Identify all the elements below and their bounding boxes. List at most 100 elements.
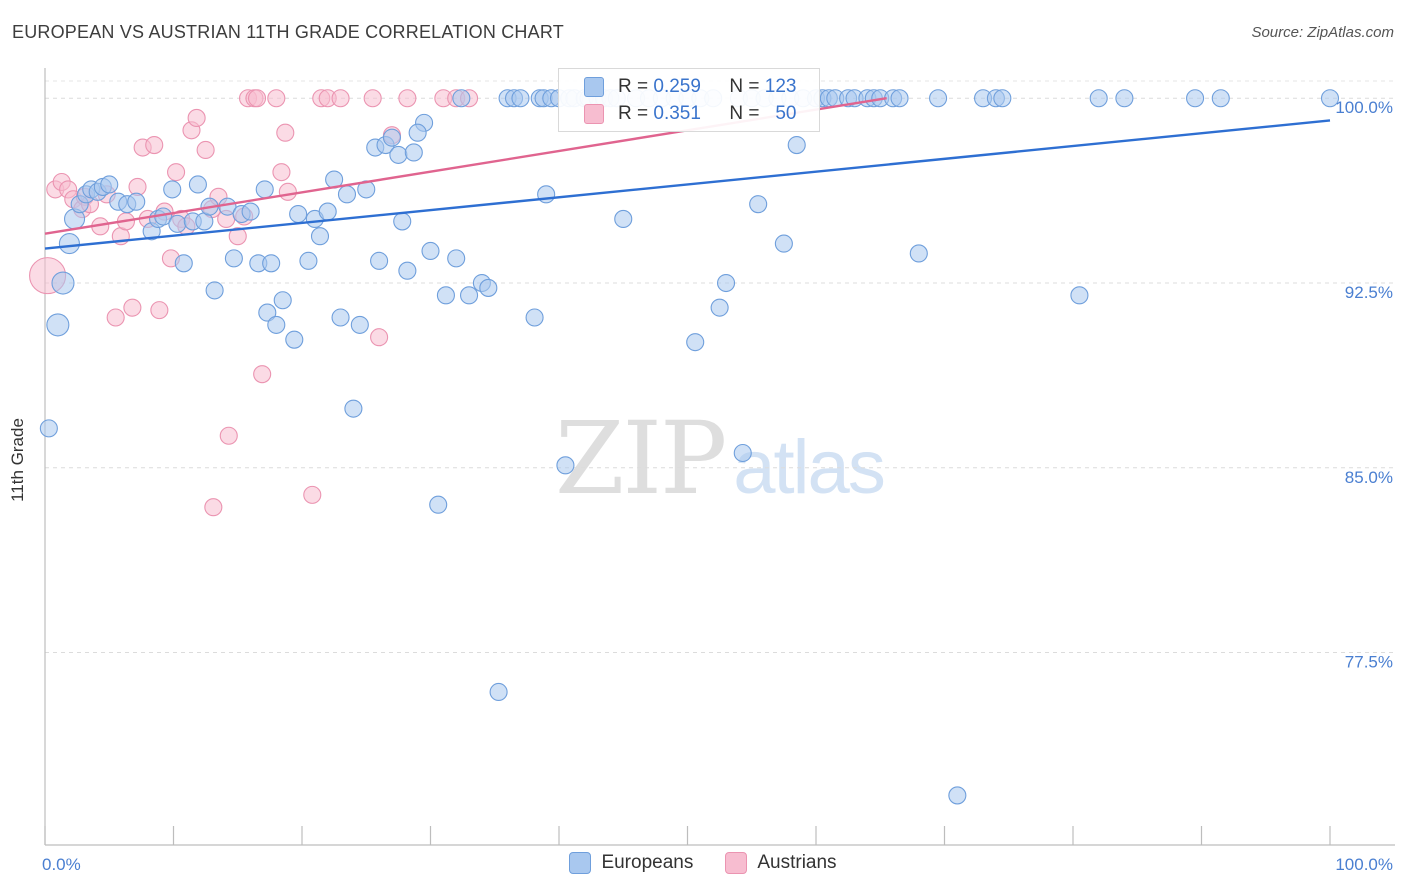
european-point bbox=[614, 209, 633, 229]
austrian-point bbox=[276, 123, 295, 142]
european-point bbox=[1089, 89, 1108, 108]
y-tick-label: 92.5% bbox=[1345, 283, 1393, 302]
r-key: R = bbox=[618, 76, 649, 97]
european-point bbox=[168, 214, 187, 233]
legend-item-europeans[interactable]: Europeans bbox=[569, 852, 693, 874]
european-point bbox=[318, 202, 337, 221]
europeans-swatch bbox=[584, 77, 604, 97]
european-point bbox=[429, 495, 448, 514]
european-point bbox=[262, 254, 281, 273]
european-point bbox=[436, 286, 455, 305]
european-point bbox=[241, 202, 260, 221]
european-point bbox=[255, 180, 274, 199]
tick-labels: 100.0% 92.5% 85.0% 77.5% 0.0% 100.0% bbox=[42, 98, 1393, 874]
austrian-point bbox=[150, 301, 169, 320]
austrian-point bbox=[331, 89, 350, 108]
european-point bbox=[1070, 286, 1089, 305]
chart-source: Source: ZipAtlas.com bbox=[1251, 24, 1394, 41]
european-point bbox=[51, 271, 75, 295]
chart-title: EUROPEAN VS AUSTRIAN 11TH GRADE CORRELAT… bbox=[12, 22, 564, 42]
legend-label-austrians: Austrians bbox=[757, 852, 837, 873]
watermark-zip: ZIP bbox=[555, 400, 727, 517]
correlation-legend: R = 0.259 N = 123 R = 0.351 N = 50 bbox=[558, 68, 820, 132]
european-point bbox=[511, 89, 530, 108]
european-point bbox=[350, 315, 369, 334]
european-point bbox=[258, 303, 277, 322]
austrian-point bbox=[253, 365, 272, 384]
n-key: N = bbox=[729, 103, 760, 124]
legend-item-austrians[interactable]: Austrians bbox=[725, 852, 837, 874]
european-point bbox=[100, 175, 119, 194]
european-point bbox=[733, 443, 752, 463]
european-point bbox=[58, 233, 80, 255]
legend-row-austrians: R = 0.351 N = 50 bbox=[584, 102, 796, 126]
european-point bbox=[489, 682, 508, 702]
austrian-point bbox=[106, 308, 125, 327]
austrian-point bbox=[228, 227, 247, 246]
austrian-point bbox=[196, 140, 215, 160]
european-point bbox=[174, 254, 193, 273]
austrian-point bbox=[167, 163, 186, 182]
european-point bbox=[267, 315, 286, 334]
austrian-point bbox=[204, 498, 223, 517]
european-point bbox=[1320, 89, 1340, 108]
r-value: 0.259 bbox=[653, 76, 701, 97]
austrian-point bbox=[247, 89, 267, 108]
european-point bbox=[404, 143, 423, 162]
austrians-swatch bbox=[725, 852, 748, 874]
european-point bbox=[127, 192, 146, 211]
european-point bbox=[1115, 89, 1134, 108]
x-tick-label: 100.0% bbox=[1335, 855, 1393, 874]
european-point bbox=[205, 281, 224, 300]
european-point bbox=[716, 273, 736, 293]
european-point bbox=[890, 89, 909, 108]
european-point bbox=[299, 251, 318, 270]
austrians-swatch bbox=[584, 104, 604, 124]
europeans-swatch bbox=[569, 852, 592, 874]
european-point bbox=[273, 291, 292, 310]
y-tick-label: 85.0% bbox=[1345, 468, 1393, 487]
european-point bbox=[686, 333, 705, 352]
european-point bbox=[452, 89, 471, 108]
european-point bbox=[344, 399, 363, 418]
european-point bbox=[408, 123, 427, 142]
y-tick-label: 100.0% bbox=[1335, 98, 1393, 117]
european-point bbox=[310, 227, 330, 246]
european-point bbox=[993, 89, 1012, 108]
legend-row-europeans: R = 0.259 N = 123 bbox=[584, 75, 796, 99]
austrian-point bbox=[267, 89, 286, 108]
austrian-point bbox=[370, 328, 389, 347]
european-point bbox=[285, 330, 304, 349]
austrian-point bbox=[278, 182, 297, 201]
european-point bbox=[289, 204, 308, 224]
n-value: 123 bbox=[764, 76, 797, 97]
european-point bbox=[331, 308, 350, 327]
european-point bbox=[163, 180, 182, 199]
european-point bbox=[382, 128, 402, 147]
european-point bbox=[393, 212, 412, 231]
austrian-point bbox=[123, 298, 142, 317]
european-point bbox=[39, 419, 58, 438]
european-point bbox=[370, 251, 389, 270]
y-tick-label: 77.5% bbox=[1345, 653, 1393, 672]
european-point bbox=[1211, 89, 1230, 108]
europeans-points bbox=[39, 89, 1340, 805]
european-point bbox=[447, 249, 466, 268]
european-point bbox=[1186, 89, 1205, 108]
european-point bbox=[787, 136, 806, 155]
european-point bbox=[479, 278, 498, 297]
european-point bbox=[398, 261, 417, 280]
austrian-point bbox=[272, 163, 291, 182]
european-point bbox=[525, 308, 544, 327]
legend-label-europeans: Europeans bbox=[601, 852, 694, 873]
european-point bbox=[909, 244, 928, 263]
series-legend: Europeans Austrians bbox=[0, 852, 1406, 874]
european-point bbox=[929, 89, 948, 108]
european-point bbox=[188, 175, 207, 194]
european-point bbox=[389, 145, 408, 164]
european-point bbox=[556, 456, 575, 475]
x-tick-label: 0.0% bbox=[42, 855, 81, 874]
r-value: 0.351 bbox=[653, 103, 701, 124]
n-key: N = bbox=[729, 76, 760, 97]
